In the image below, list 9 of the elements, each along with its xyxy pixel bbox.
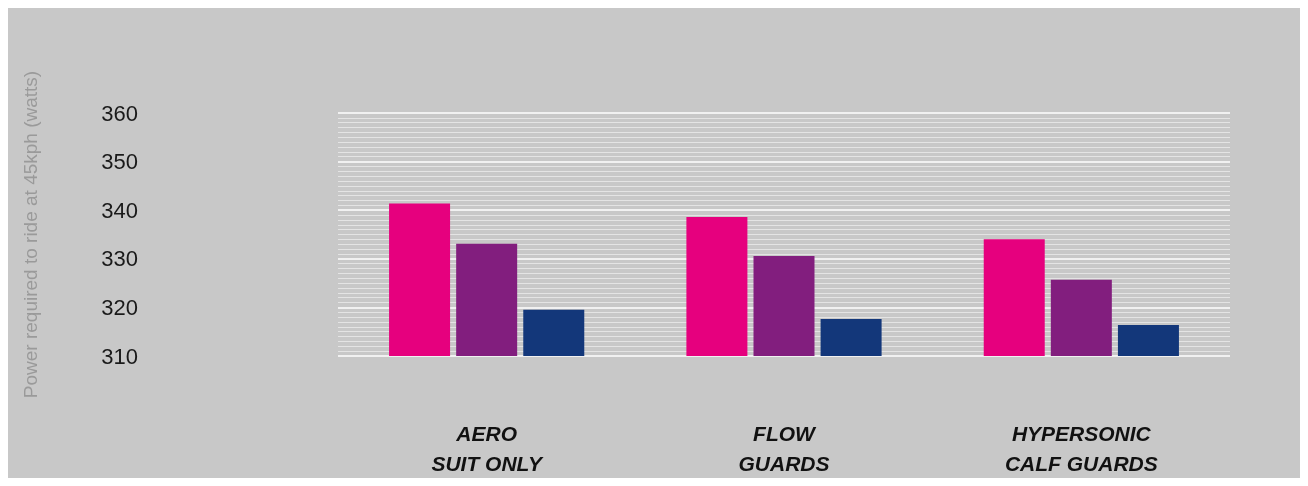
y-tick-label: 310 <box>101 343 138 369</box>
x-tick-label: HYPERSONIC CALF GUARDS <box>1004 421 1158 475</box>
x-tick-label: AERO SUIT ONLY <box>431 421 544 475</box>
y-tick-label: 340 <box>101 197 138 223</box>
y-tick-label: 350 <box>101 149 138 175</box>
y-tick-label: 320 <box>101 294 138 320</box>
y-tick-label: 330 <box>101 246 138 272</box>
y-tick-label: 360 <box>101 100 138 126</box>
x-tick-label: FLOW GUARDS <box>738 421 830 475</box>
